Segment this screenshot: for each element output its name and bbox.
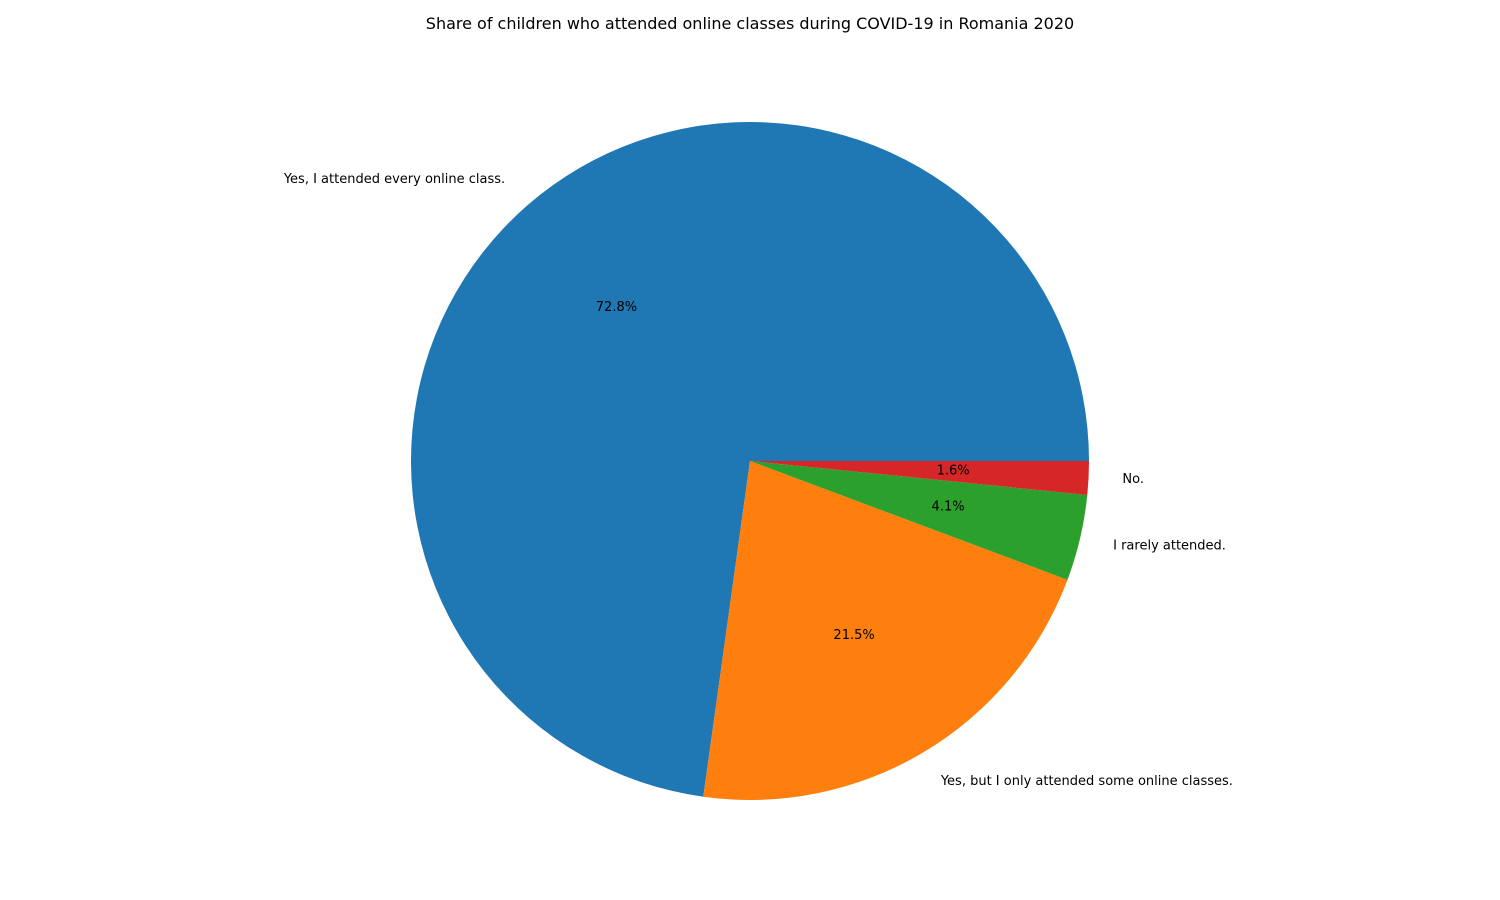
pie-slices — [410, 122, 1089, 800]
pie-pct-label-i-rarely-attended: 4.1% — [932, 500, 965, 515]
chart-title: Share of children who attended online cl… — [426, 14, 1074, 33]
pie-slice-yes-but-i-only-attended-some-online-classes — [703, 461, 1068, 800]
pie-slice-i-rarely-attended — [750, 461, 1088, 580]
pie-slice-no — [750, 461, 1089, 496]
pie-pct-label-yes-i-attended-every-online-class: 72.8% — [596, 300, 637, 315]
pie-labels: 72.8% Yes, I attended every online class.… — [283, 172, 1233, 789]
pie-category-label-i-rarely-attended: I rarely attended. — [1113, 538, 1226, 553]
pie-pct-label-yes-but-i-only-attended-some-online-classes: 21.5% — [833, 628, 874, 643]
pie-category-label-yes-i-attended-every-online-class: Yes, I attended every online class. — [283, 172, 505, 187]
pie-pct-label-no: 1.6% — [937, 464, 970, 479]
pie-category-label-no: No. — [1122, 472, 1144, 487]
pie-category-label-yes-but-i-only-attended-some-online-classes: Yes, but I only attended some online cla… — [940, 774, 1233, 789]
pie-slice-yes-i-attended-every-online-class — [410, 122, 1089, 797]
